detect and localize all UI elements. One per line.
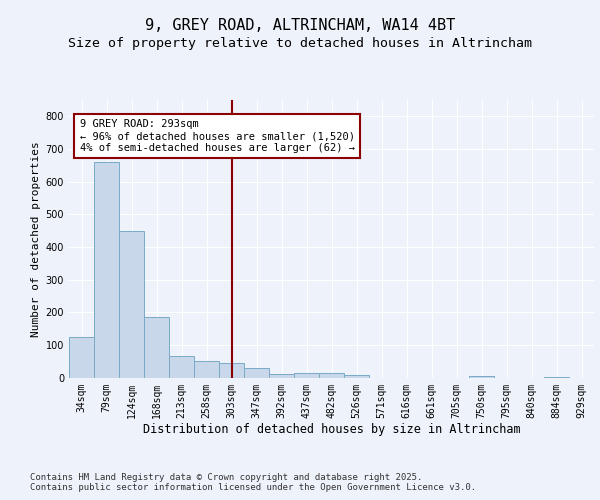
- Text: Size of property relative to detached houses in Altrincham: Size of property relative to detached ho…: [68, 38, 532, 51]
- Y-axis label: Number of detached properties: Number of detached properties: [31, 141, 41, 336]
- Bar: [94, 162, 119, 378]
- Bar: [69, 336, 94, 378]
- Text: Contains HM Land Registry data © Crown copyright and database right 2025.
Contai: Contains HM Land Registry data © Crown c…: [30, 472, 476, 492]
- Bar: [469, 376, 494, 378]
- Bar: [544, 377, 569, 378]
- Text: 9, GREY ROAD, ALTRINCHAM, WA14 4BT: 9, GREY ROAD, ALTRINCHAM, WA14 4BT: [145, 18, 455, 32]
- Bar: [219, 363, 244, 378]
- Bar: [244, 368, 269, 378]
- Bar: [319, 372, 344, 378]
- Bar: [194, 361, 219, 378]
- Bar: [169, 356, 194, 378]
- Bar: [144, 317, 169, 378]
- X-axis label: Distribution of detached houses by size in Altrincham: Distribution of detached houses by size …: [143, 423, 520, 436]
- Bar: [269, 374, 294, 378]
- Bar: [344, 375, 369, 378]
- Text: 9 GREY ROAD: 293sqm
← 96% of detached houses are smaller (1,520)
4% of semi-deta: 9 GREY ROAD: 293sqm ← 96% of detached ho…: [79, 120, 355, 152]
- Bar: [294, 372, 319, 378]
- Bar: [119, 230, 144, 378]
